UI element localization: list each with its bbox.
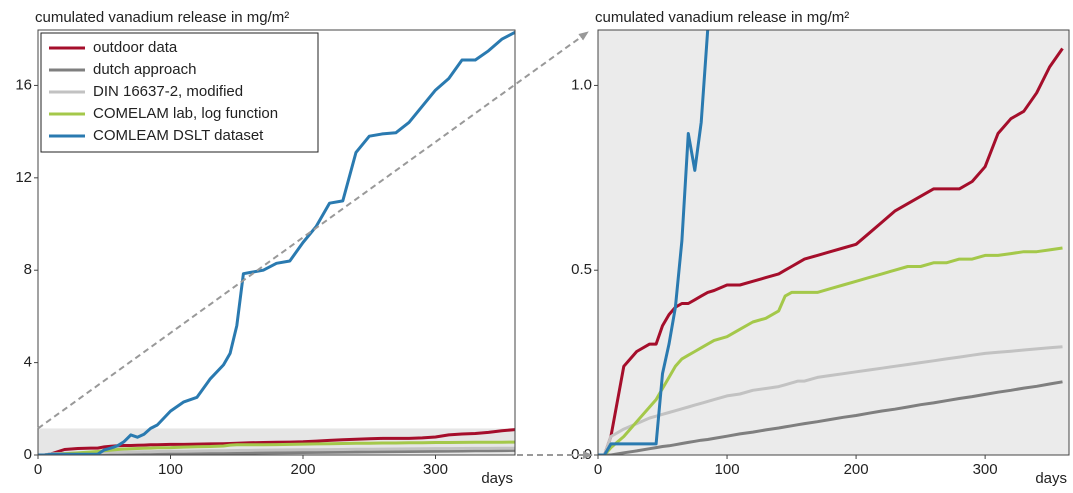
x-axis-title: days xyxy=(1035,470,1067,487)
series-line xyxy=(598,47,1064,455)
legend-box xyxy=(40,32,319,153)
series-line xyxy=(38,448,515,455)
plot-lines xyxy=(598,30,1064,455)
zoom-connector xyxy=(37,31,589,430)
series-line xyxy=(598,246,1063,455)
legend-label: dutch approach xyxy=(93,61,196,78)
x-tick-label: 100 xyxy=(158,461,183,478)
plot-background xyxy=(598,30,1069,455)
x-tick-label: 0 xyxy=(594,461,602,478)
x-axis-title: days xyxy=(481,470,513,487)
plot-frame xyxy=(597,29,1070,456)
legend-label: DIN 16637-2, modified xyxy=(93,83,243,100)
x-tick-label: 200 xyxy=(844,461,869,478)
y-tick-label: 4 xyxy=(24,354,32,371)
x-tick-label: 100 xyxy=(715,461,740,478)
x-tick-label: 300 xyxy=(973,461,998,478)
series-line xyxy=(38,30,515,455)
y-tick-label: 16 xyxy=(15,76,32,93)
x-tick-label: 300 xyxy=(423,461,448,478)
y-axis-title: cumulated vanadium release in mg/m² xyxy=(35,9,289,26)
legend-label: outdoor data xyxy=(93,39,178,56)
legend-label: COMLEAM DSLT dataset xyxy=(93,127,264,144)
x-tick-label: 200 xyxy=(290,461,315,478)
legend-label: COMELAM lab, log function xyxy=(93,105,278,122)
y-tick-label: 0.5 xyxy=(571,261,592,278)
plot-frame xyxy=(37,29,516,456)
plot-lines xyxy=(38,30,515,455)
series-line xyxy=(598,345,1063,455)
series-line xyxy=(598,30,710,455)
y-tick-label: 0 xyxy=(24,446,32,463)
x-tick-label: 0 xyxy=(34,461,42,478)
y-tick-label: 12 xyxy=(15,169,32,186)
y-tick-label: 8 xyxy=(24,261,32,278)
series-line xyxy=(38,428,515,455)
y-axis-title: cumulated vanadium release in mg/m² xyxy=(595,9,849,26)
y-tick-label: 1.0 xyxy=(571,76,592,93)
series-line xyxy=(38,446,515,455)
series-line xyxy=(598,380,1063,455)
